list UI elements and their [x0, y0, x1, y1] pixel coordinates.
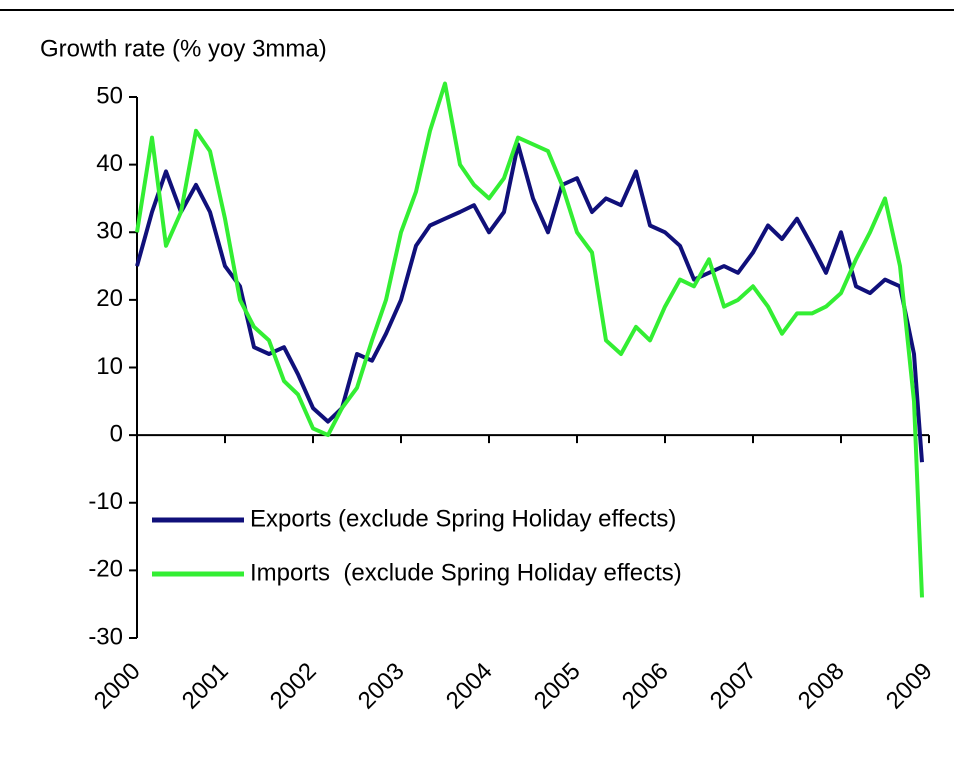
x-tick-label: 2009 [881, 658, 938, 715]
x-tick-label: 2007 [705, 658, 762, 715]
y-tick-label: -30 [88, 623, 123, 650]
x-tick-label: 2002 [265, 658, 322, 715]
legend-label: Exports (exclude Spring Holiday effects) [250, 505, 676, 532]
x-tick-label: 2001 [177, 658, 234, 715]
y-axis-title: Growth rate (% yoy 3mma) [40, 35, 327, 62]
x-tick-label: 2005 [529, 658, 586, 715]
y-tick-label: -20 [88, 556, 123, 583]
y-tick-label: 30 [96, 218, 123, 245]
legend-label: Imports (exclude Spring Holiday effects) [250, 559, 682, 586]
x-tick-label: 2000 [89, 658, 146, 715]
x-tick-label: 2004 [441, 658, 498, 715]
x-tick-label: 2003 [353, 658, 410, 715]
series-line [135, 142, 924, 463]
y-tick-label: 20 [96, 285, 123, 312]
x-tick-label: 2006 [617, 658, 674, 715]
y-tick-label: -10 [88, 488, 123, 515]
y-tick-label: 40 [96, 150, 123, 177]
x-tick-label: 2008 [793, 658, 850, 715]
series-line [135, 81, 924, 598]
y-tick-label: 50 [96, 82, 123, 109]
y-tick-label: 0 [110, 420, 123, 447]
y-tick-label: 10 [96, 353, 123, 380]
